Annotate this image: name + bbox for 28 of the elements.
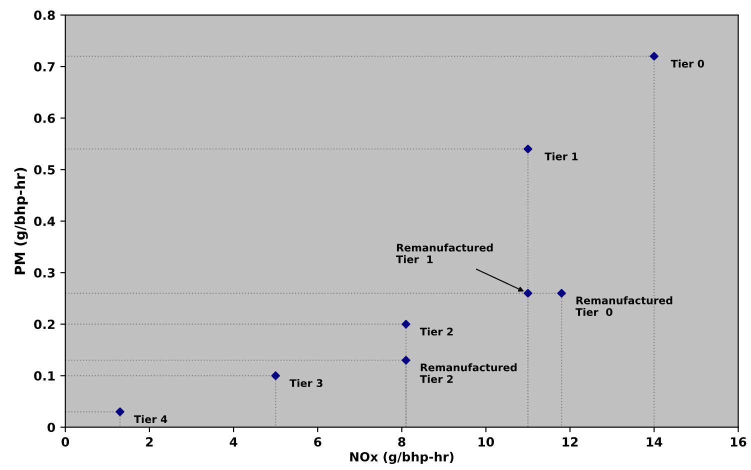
y-tick-label: 0.1: [34, 371, 55, 381]
annotation: Tier 1: [544, 152, 578, 160]
x-tick-label: 14: [646, 437, 662, 446]
annotation: Remanufactured Tier 0: [576, 296, 672, 316]
x-tick-label: 0: [62, 437, 70, 447]
y-axis-title: PM (g/bhp-hr): [14, 168, 28, 274]
y-tick-label: 0.3: [34, 268, 55, 278]
y-tick-label: 0.4: [34, 216, 56, 226]
x-tick-label: 6: [314, 437, 322, 447]
annotation: Tier 3: [290, 379, 322, 388]
annotation: Tier 2: [420, 327, 453, 336]
annotation: Tier 0: [670, 60, 704, 68]
x-tick-label: 8: [398, 437, 406, 447]
y-tick-label: 0.8: [34, 10, 55, 20]
annotation: Remanufactured Tier 2: [420, 363, 517, 383]
x-tick-label: 12: [562, 437, 578, 446]
x-tick-label: 4: [230, 437, 238, 446]
x-axis-title: NOx (g/bhp-hr): [350, 452, 454, 464]
y-tick-label: 0.2: [34, 320, 55, 330]
y-tick-label: 0.6: [34, 114, 55, 124]
annotation: Tier 4: [134, 415, 168, 424]
x-tick-label: 16: [730, 437, 746, 447]
y-tick-label: 0: [48, 422, 56, 432]
x-tick-label: 10: [478, 437, 494, 447]
y-tick-label: 0.5: [34, 165, 55, 175]
x-tick-label: 2: [146, 437, 153, 446]
annotation: Remanufactured Tier 1: [396, 244, 493, 264]
y-tick-label: 0.7: [34, 62, 55, 72]
